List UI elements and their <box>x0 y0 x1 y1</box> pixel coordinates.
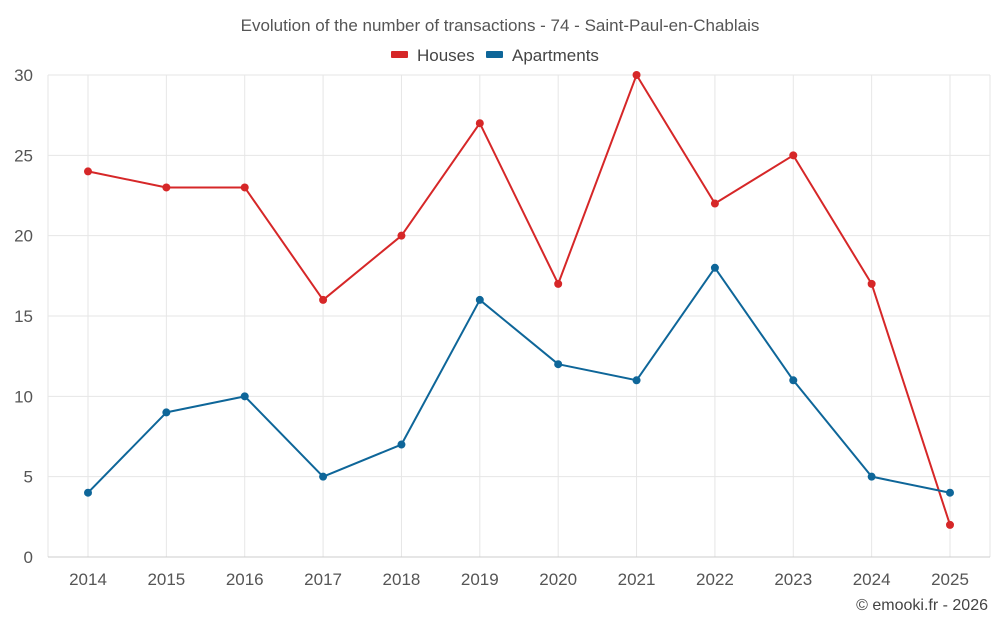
data-point-apartments[interactable] <box>397 440 406 449</box>
data-point-apartments[interactable] <box>162 408 171 417</box>
y-axis: 0 5 10 15 20 25 30 <box>14 66 33 567</box>
y-tick-label: 30 <box>14 66 33 85</box>
data-point-houses[interactable] <box>632 71 641 79</box>
data-point-houses[interactable] <box>240 183 249 192</box>
data-point-apartments[interactable] <box>710 263 719 272</box>
y-tick-label: 0 <box>24 548 33 567</box>
data-point-houses[interactable] <box>84 167 92 176</box>
data-point-houses[interactable] <box>710 199 719 208</box>
x-tick-label: 2022 <box>696 570 734 589</box>
legend-label: Apartments <box>512 46 599 65</box>
x-tick-label: 2024 <box>853 570 891 589</box>
data-point-apartments[interactable] <box>319 472 328 481</box>
data-point-houses[interactable] <box>554 279 563 288</box>
data-point-apartments[interactable] <box>240 392 249 401</box>
y-tick-label: 5 <box>24 468 33 487</box>
y-tick-label: 20 <box>14 227 33 246</box>
data-point-houses[interactable] <box>789 151 798 160</box>
x-tick-label: 2020 <box>539 570 577 589</box>
x-tick-label: 2015 <box>147 570 185 589</box>
data-point-apartments[interactable] <box>789 376 798 385</box>
y-tick-label: 10 <box>14 387 33 406</box>
x-tick-label: 2014 <box>69 570 107 589</box>
chart-title: Evolution of the number of transactions … <box>241 16 760 35</box>
series-line-apartments <box>87 266 951 494</box>
x-tick-label: 2017 <box>304 570 342 589</box>
series-apartments <box>84 263 954 497</box>
x-tick-label: 2025 <box>931 570 969 589</box>
x-axis: 2014 2015 2016 2017 2018 2019 2020 2021 2022 2023… <box>48 556 990 589</box>
data-point-apartments[interactable] <box>867 472 876 481</box>
legend-swatch <box>486 51 503 58</box>
data-point-houses[interactable] <box>319 295 328 304</box>
series-line-houses <box>87 74 951 526</box>
legend-label: Houses <box>417 46 475 65</box>
data-point-houses[interactable] <box>475 119 484 128</box>
series-houses <box>84 71 954 529</box>
credit-text: © emooki.fr - 2026 <box>856 597 988 614</box>
legend-item-houses[interactable]: Houses <box>391 46 475 65</box>
data-point-apartments[interactable] <box>475 295 484 304</box>
legend-item-apartments[interactable]: Apartments <box>486 46 599 65</box>
x-tick-label: 2023 <box>774 570 812 589</box>
data-point-houses[interactable] <box>397 231 406 240</box>
data-point-apartments[interactable] <box>554 360 563 369</box>
x-tick-label: 2019 <box>461 570 499 589</box>
data-point-houses[interactable] <box>162 183 171 192</box>
data-point-apartments[interactable] <box>84 488 92 497</box>
legend: Houses Apartments <box>391 46 599 65</box>
legend-swatch <box>391 51 408 58</box>
x-tick-label: 2021 <box>618 570 656 589</box>
data-point-houses[interactable] <box>867 279 876 288</box>
y-tick-label: 15 <box>14 307 33 326</box>
x-tick-label: 2016 <box>226 570 264 589</box>
data-point-apartments[interactable] <box>946 488 954 497</box>
y-tick-label: 25 <box>14 146 33 165</box>
data-point-houses[interactable] <box>946 520 954 529</box>
series-group <box>84 71 954 529</box>
data-point-apartments[interactable] <box>632 376 641 385</box>
grid <box>47 74 991 557</box>
x-tick-label: 2018 <box>383 570 421 589</box>
